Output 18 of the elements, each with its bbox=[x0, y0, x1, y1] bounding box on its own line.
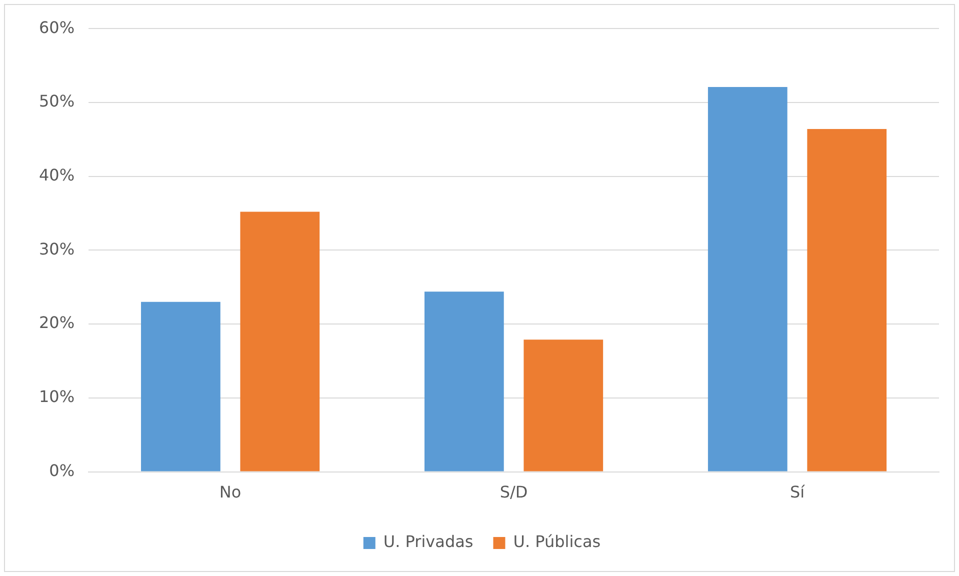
bar bbox=[424, 292, 504, 472]
bar bbox=[807, 129, 887, 472]
bar bbox=[524, 340, 604, 472]
y-tick-label: 50% bbox=[39, 92, 75, 111]
y-tick-label: 0% bbox=[49, 460, 75, 480]
legend-label: U. Privadas bbox=[383, 532, 474, 552]
y-tick-label: 40% bbox=[39, 165, 75, 184]
y-tick-label: 10% bbox=[39, 387, 75, 406]
y-tick-label: 30% bbox=[39, 239, 75, 258]
legend-label: U. Públicas bbox=[513, 532, 601, 552]
bar bbox=[708, 86, 788, 472]
x-tick-label: Sí bbox=[790, 482, 806, 502]
y-tick-label: 60% bbox=[39, 18, 75, 37]
x-tick-label: No bbox=[219, 482, 242, 502]
y-tick-label: 20% bbox=[39, 313, 75, 332]
bar bbox=[141, 302, 220, 472]
bar bbox=[240, 212, 320, 472]
x-tick-label: S/D bbox=[500, 482, 528, 502]
